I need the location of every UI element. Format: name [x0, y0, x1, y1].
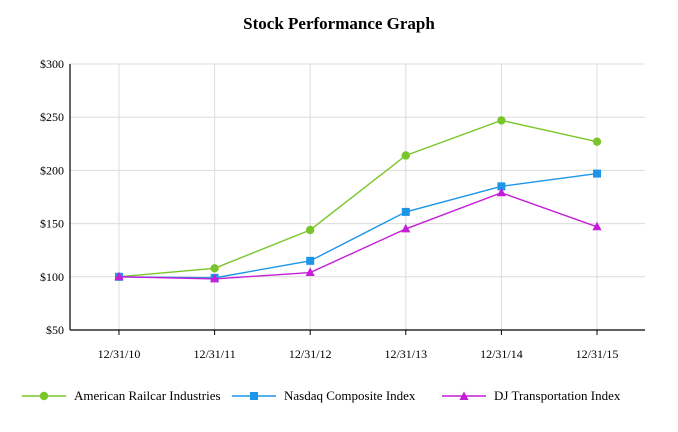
x-tick-label: 12/31/11: [193, 347, 235, 361]
axis-layer: $50 $100 $150 $200 $250 $300 12/31/10 12/31/11 1…: [40, 57, 645, 361]
series-layer: [114, 116, 602, 283]
series-dj-transportation-index: [114, 187, 602, 283]
legend-item-dj-transportation: DJ Transportation Index: [442, 386, 620, 406]
y-tick-label: $150: [40, 217, 64, 231]
data-point-triangle: [496, 187, 506, 197]
y-tick-label: $300: [40, 57, 64, 71]
y-tick-label: $200: [40, 163, 64, 177]
x-tick-label: 12/31/13: [384, 347, 427, 361]
triangle-marker-icon: [442, 391, 486, 400]
line-chart: $50 $100 $150 $200 $250 $300 12/31/10 12/31/11 1…: [40, 57, 645, 361]
data-point-circle: [210, 264, 219, 273]
legend-item-american-railcar: American Railcar Industries: [22, 386, 221, 406]
square-marker-icon: [232, 392, 276, 400]
circle-marker-icon: [22, 391, 66, 401]
grid-layer: [70, 63, 645, 330]
x-tick-label: 12/31/10: [98, 347, 141, 361]
data-point-circle: [497, 116, 506, 125]
legend-label: American Railcar Industries: [74, 388, 221, 403]
data-point-square: [593, 169, 601, 178]
data-point-triangle: [210, 273, 220, 283]
data-point-triangle: [592, 221, 602, 231]
data-point-square: [306, 256, 315, 265]
data-point-triangle: [305, 267, 315, 277]
x-tick-label: 12/31/15: [576, 347, 619, 361]
y-tick-label: $50: [46, 323, 64, 337]
series-line: [118, 172, 598, 279]
data-point-triangle: [114, 271, 124, 281]
legend: American Railcar Industries Nasdaq Compo…: [0, 386, 678, 406]
y-tick-label: $250: [40, 110, 64, 124]
series-line: [118, 119, 598, 278]
series-line: [118, 191, 598, 280]
y-tick-label: $100: [40, 270, 64, 284]
data-point-circle: [592, 137, 602, 146]
series-american-railcar-industries: [114, 116, 602, 281]
data-point-triangle: [401, 223, 411, 233]
x-tick-label: 12/31/12: [289, 347, 332, 361]
data-point-square: [401, 207, 410, 216]
legend-item-nasdaq: Nasdaq Composite Index: [232, 386, 415, 406]
series-nasdaq-composite-index: [115, 169, 601, 282]
data-point-circle: [306, 225, 315, 235]
data-point-square: [497, 182, 506, 191]
x-tick-label: 12/31/14: [480, 347, 523, 361]
legend-label: DJ Transportation Index: [494, 388, 621, 403]
legend-label: Nasdaq Composite Index: [284, 388, 416, 403]
data-point-circle: [401, 151, 410, 160]
chart-title: Stock Performance Graph: [243, 14, 435, 33]
